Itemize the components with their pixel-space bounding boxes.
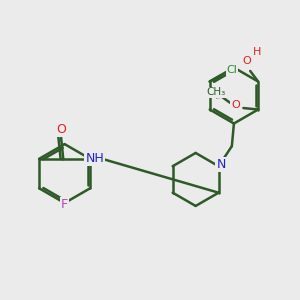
Text: NH: NH — [85, 152, 104, 165]
Text: H: H — [253, 46, 261, 56]
Text: N: N — [216, 158, 226, 171]
Text: O: O — [231, 100, 240, 110]
Text: methyl: methyl — [216, 98, 221, 99]
Text: Cl: Cl — [226, 65, 238, 75]
Text: CH₃: CH₃ — [206, 87, 225, 98]
Text: O: O — [242, 56, 251, 66]
Text: O: O — [56, 123, 66, 136]
Text: F: F — [61, 198, 68, 211]
